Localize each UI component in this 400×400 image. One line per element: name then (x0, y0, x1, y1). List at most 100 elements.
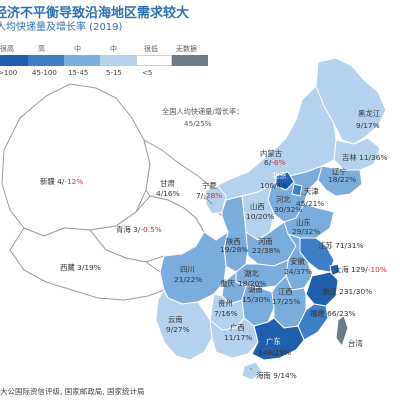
leader-line-hainan (249, 367, 253, 371)
region-yunnan (155, 288, 213, 361)
region-beijing (275, 171, 295, 191)
legend-label: 中 (74, 45, 81, 53)
province-value-shanghai-main: 129/ (351, 265, 368, 274)
region-taiwan (335, 315, 349, 348)
legend-swatch-medium (64, 55, 100, 66)
national-label: 全国人均快递量/增长率： (162, 107, 244, 116)
region-hainan (241, 361, 263, 381)
province-name-hebei: 河北 (276, 195, 291, 204)
province-name-tianjin: 天津 (304, 187, 319, 196)
province-name-guizhou: 贵州 (218, 299, 233, 308)
region-tianjin (291, 183, 303, 197)
province-value-inner-mongolia-main: 6/ (264, 158, 272, 167)
legend-range: 5-15 (106, 69, 122, 77)
province-name-sichuan: 四川 (180, 265, 195, 274)
province-value-xizang: 3/19% (77, 263, 101, 272)
legend-label: 无数据 (176, 45, 197, 53)
province-value-qinghai-main: 3/ (133, 225, 141, 234)
province-label-zhejiang: 浙江 231/30% (322, 287, 372, 296)
province-name-fujian: 福建 (310, 309, 325, 318)
province-label-jiangsu: 江苏 71/31% (318, 241, 363, 250)
leader-line-ningxia (205, 197, 213, 205)
province-value-shaanxi: 19/28% (220, 245, 248, 254)
province-name-heilongjiang: 黑龙江 (358, 109, 381, 118)
legend-range: <5 (142, 69, 153, 77)
province-value-guangdong: 148/29% (258, 348, 291, 357)
province-value-ningxia: 7/-28% (196, 191, 222, 200)
province-value-hebei: 30/32% (274, 205, 302, 214)
leader-line-tianjin (297, 191, 307, 197)
region-liaoning (317, 165, 363, 197)
legend-swatch-very-low (136, 55, 172, 66)
region-guangdong (251, 317, 305, 361)
province-name-taiwan: 台湾 (348, 339, 363, 348)
province-name-shaanxi: 陕西 (226, 237, 241, 246)
legend-label: 中 (110, 45, 117, 53)
province-name-shanghai: 上海 (334, 265, 349, 274)
legend-swatch-medium-low (100, 55, 136, 66)
province-value-jiangsu: 71/31% (335, 241, 363, 250)
province-name-qinghai: 青海 (116, 225, 131, 234)
province-value-beijing: 106/4% (260, 181, 288, 190)
region-jilin (333, 137, 381, 171)
province-value-ningxia-neg: -28% (203, 191, 222, 200)
province-label-jilin: 吉林 11/36% (342, 153, 387, 162)
region-zhejiang (305, 271, 339, 307)
legend-range: 45-100 (32, 69, 57, 77)
province-name-hubei: 湖北 (244, 269, 259, 278)
province-label-shanghai: 上海 129/-10% (334, 265, 387, 274)
province-value-jilin: 11/36% (359, 153, 387, 162)
legend-swatch-very-high (0, 55, 28, 66)
province-value-hunan: 15/30% (242, 295, 270, 304)
province-name-shandong: 山东 (296, 218, 311, 227)
province-name-chongqing: 重庆 (220, 279, 235, 288)
province-name-xinjiang: 新疆 (40, 177, 55, 186)
province-label-xinjiang: 新疆 4/-12% (40, 177, 83, 186)
province-value-hainan: 9/14% (273, 371, 297, 380)
province-value-guizhou: 7/16% (214, 309, 238, 318)
legend-swatch-high (28, 55, 64, 66)
province-name-guangdong: 广东 (266, 337, 281, 346)
province-name-guangxi: 广西 (230, 323, 245, 332)
province-value-liaoning: 18/22% (328, 175, 356, 184)
province-name-shanxi: 山西 (250, 202, 265, 211)
province-name-hainan: 海南 (256, 371, 271, 380)
province-value-qinghai-neg: -0.5% (140, 225, 161, 234)
legend-label: 很高 (0, 45, 14, 53)
legend-label: 高 (38, 45, 45, 53)
province-value-anhui: 24/37% (284, 267, 312, 276)
province-value-henan: 22/38% (252, 246, 280, 255)
province-value-fujian: 66/23% (327, 309, 355, 318)
province-value-xinjiang-neg: -12% (64, 177, 83, 186)
province-name-xizang: 西藏 (60, 263, 75, 272)
province-value-heilongjiang: 9/17% (356, 121, 380, 130)
province-name-inner-mongolia: 内蒙古 (260, 149, 282, 158)
province-label-qinghai: 青海 3/-0.5% (116, 225, 162, 234)
province-value-shanghai-neg: -10% (368, 265, 387, 274)
province-value-jiangxi: 17/25% (272, 297, 300, 306)
legend-label: 很低 (144, 45, 158, 53)
province-value-zhejiang: 231/30% (339, 287, 372, 296)
province-label-xizang: 西藏 3/19% (60, 263, 101, 272)
national-value: 45/25% (184, 119, 212, 128)
province-name-henan: 河南 (258, 237, 273, 246)
province-label-fujian: 福建 66/23% (310, 309, 355, 318)
page-title: 经济不平衡导致沿海地区需求较大 (0, 6, 190, 21)
province-name-liaoning: 辽宁 (332, 167, 347, 176)
province-value-tianjin: 45/21% (296, 199, 324, 208)
province-value-xinjiang-main: 4/ (57, 177, 65, 186)
province-name-beijing: 北京 (272, 171, 287, 180)
province-value-hubei: 18/20% (238, 279, 266, 288)
province-name-hunan: 湖南 (248, 285, 263, 294)
province-name-yunnan: 云南 (168, 315, 183, 324)
legend-range: 15-45 (68, 69, 89, 77)
province-value-shandong: 29/32% (292, 227, 320, 236)
province-value-inner-mongolia: 6/-6% (264, 158, 286, 167)
province-name-jiangxi: 江西 (278, 287, 293, 296)
province-value-ningxia-main: 7/ (196, 191, 204, 200)
province-value-inner-mongolia-neg: -6% (271, 158, 285, 167)
region-xinjiang (1, 83, 151, 237)
province-value-yunnan: 9/27% (166, 325, 190, 334)
province-name-jilin: 吉林 (342, 153, 357, 162)
